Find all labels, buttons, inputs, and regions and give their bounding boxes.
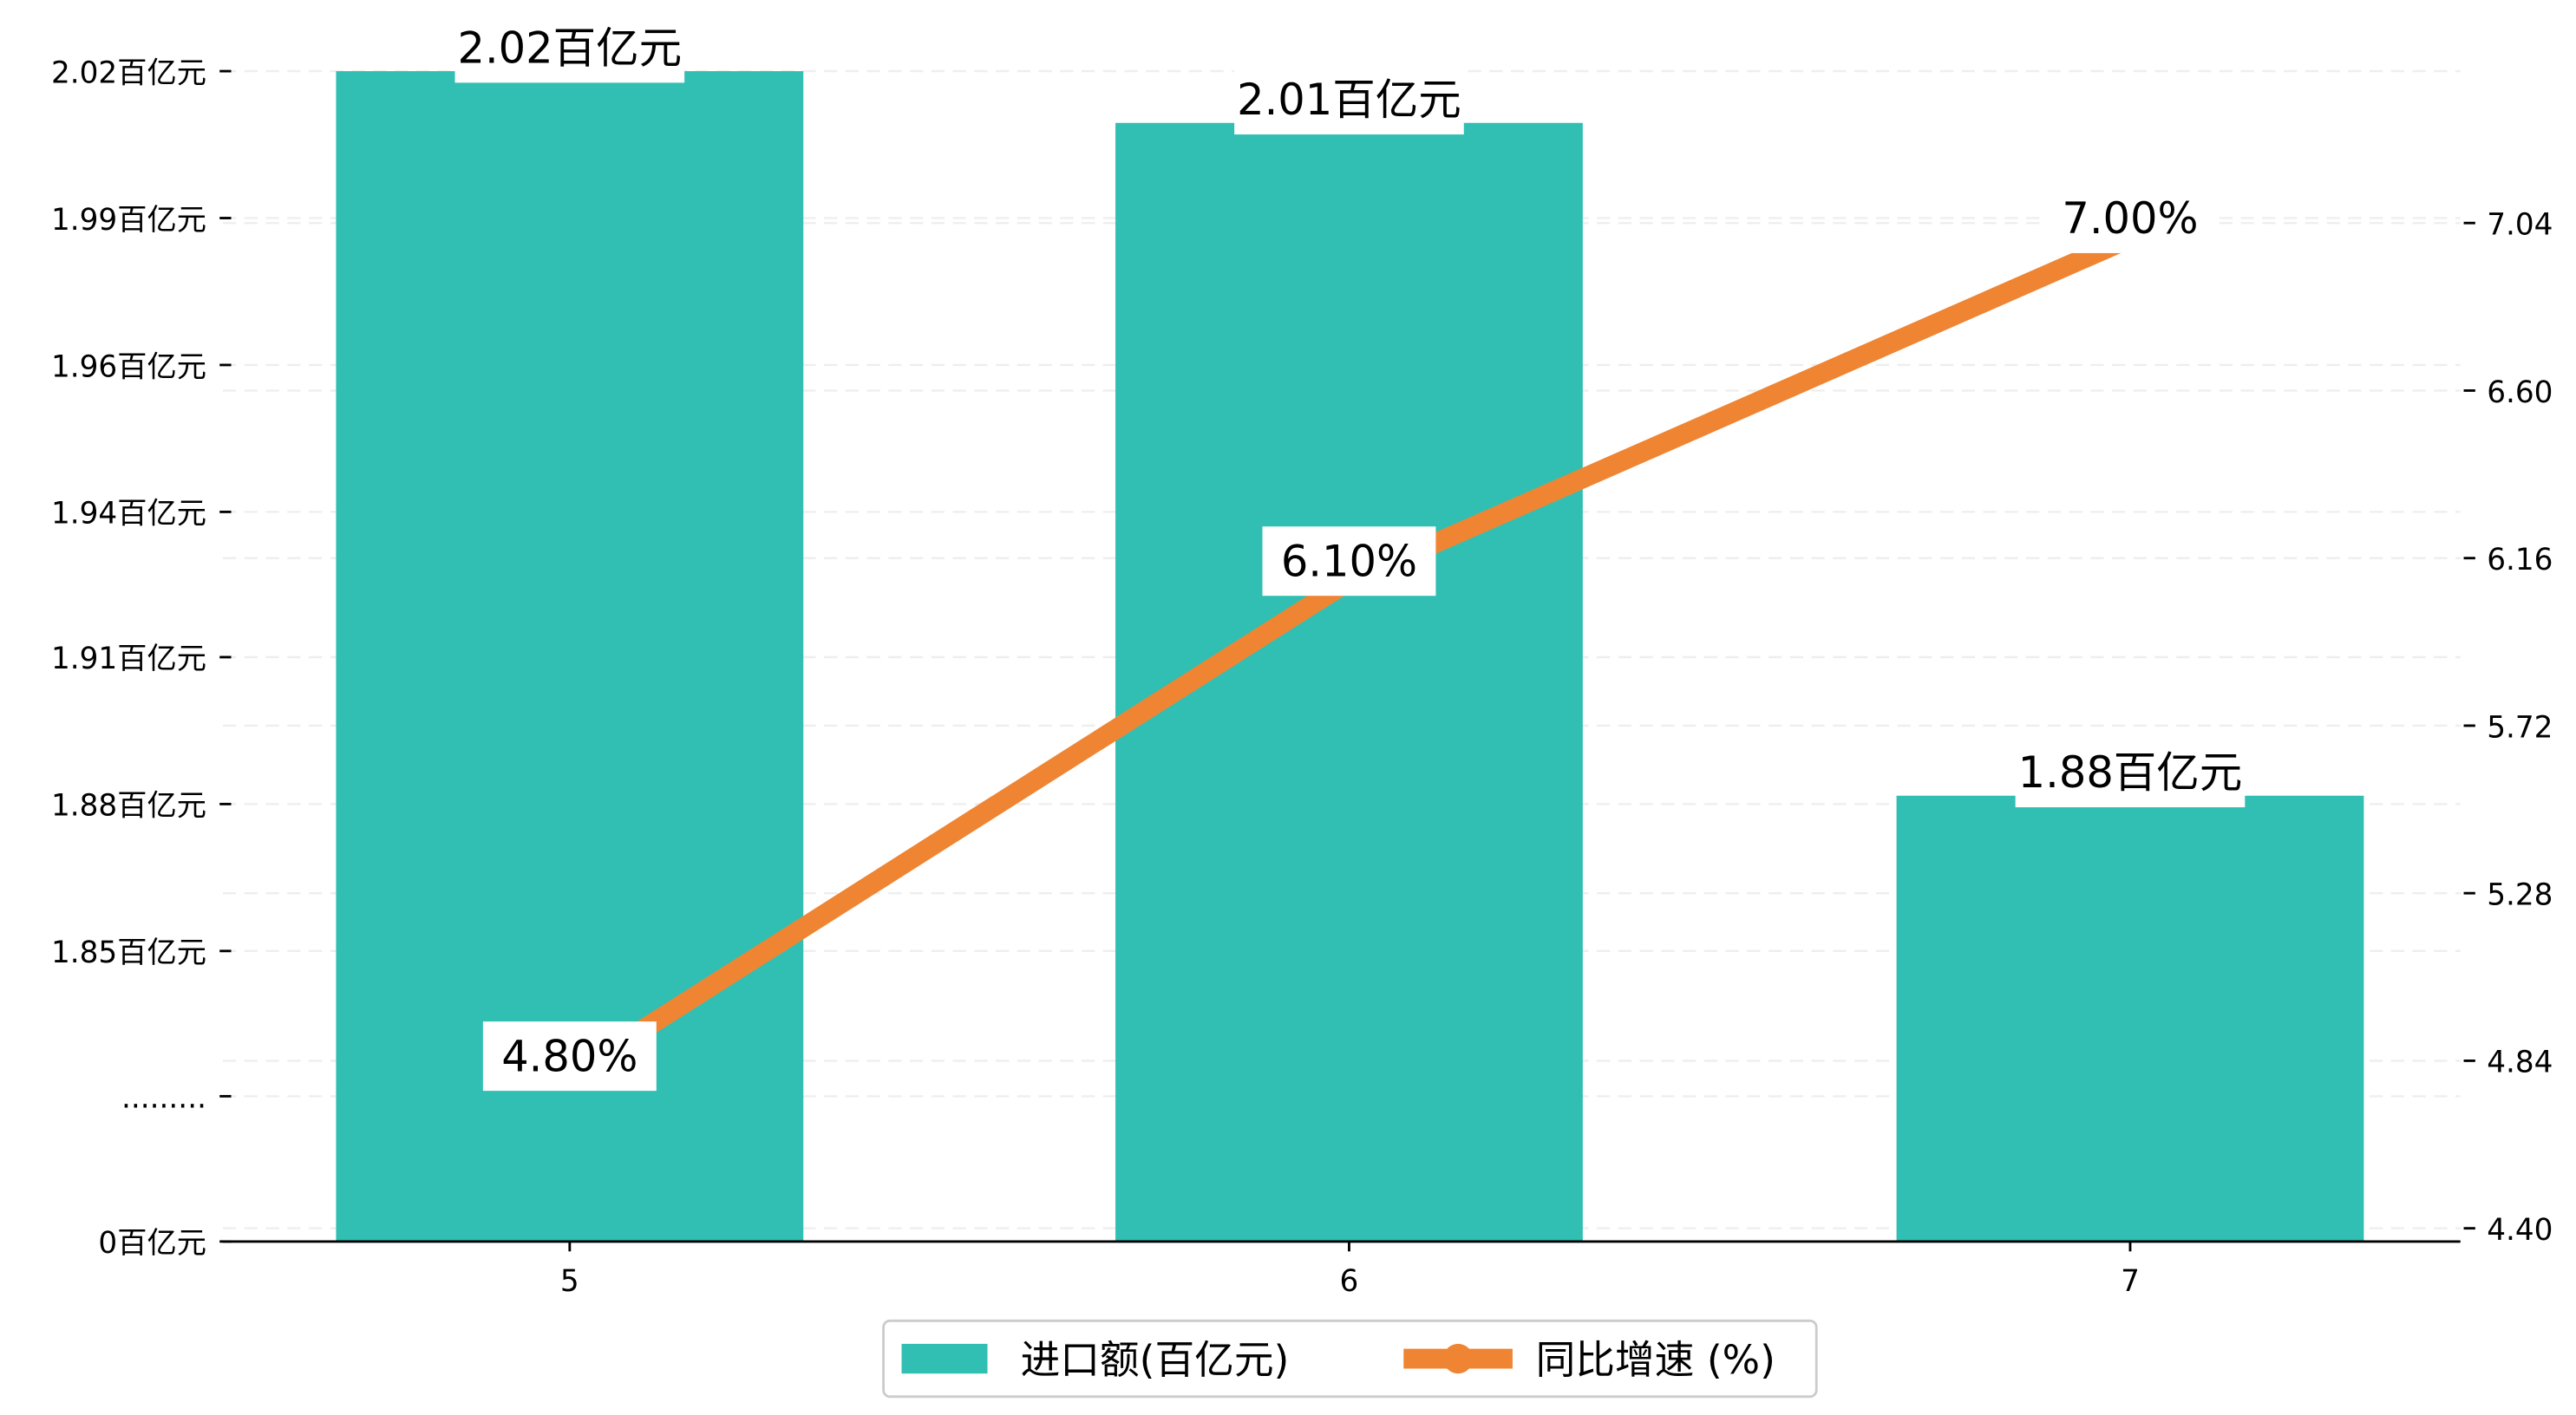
left-tick-label: 1.94百亿元 — [51, 497, 206, 531]
left-tick-label: 1.99百亿元 — [51, 203, 206, 238]
right-tick-label: 4.84 — [2487, 1046, 2553, 1080]
right-axis: 7.04 6.60 6.16 5.72 5.28 4.84 4.40 — [2463, 208, 2553, 1248]
bar-value-label: 1.88百亿元 — [2018, 747, 2243, 798]
left-tick-label: 1.96百亿元 — [51, 349, 206, 384]
right-tick-label: 5.72 — [2487, 710, 2553, 745]
legend-label-growth: 同比增速 (%) — [1536, 1337, 1775, 1383]
right-tick-label: 6.16 — [2487, 543, 2553, 577]
right-tick-label: 5.28 — [2487, 878, 2553, 913]
bar-value-label-bg — [454, 13, 685, 83]
line-value-label-bg — [1262, 526, 1436, 597]
bar-value-label-bg — [2015, 738, 2246, 808]
legend-label-import: 进口额(百亿元) — [1021, 1337, 1290, 1383]
legend-line-marker — [1442, 1343, 1474, 1374]
x-tick-label: 6 — [1340, 1264, 1359, 1299]
left-tick-label: 1.91百亿元 — [51, 642, 206, 676]
left-tick-label: 1.85百亿元 — [51, 936, 206, 970]
legend: 进口额(百亿元) 同比增速 (%) — [882, 1319, 1818, 1399]
left-axis: 2.02百亿元 1.99百亿元 1.96百亿元 1.94百亿元 1.91百亿元 1.88百… — [51, 55, 232, 1261]
right-tick-label: 6.60 — [2487, 375, 2553, 410]
line-value-label-bg — [2043, 183, 2217, 253]
bar-value-label-bg — [1234, 65, 1464, 135]
left-tick-label: ......... — [121, 1081, 206, 1116]
line-value-label: 7.00% — [2062, 193, 2198, 244]
legend-box — [882, 1319, 1818, 1399]
bar-7 — [1896, 795, 2364, 1242]
x-tick-label: 7 — [2121, 1264, 2140, 1299]
x-axis: 5 6 7 — [223, 1240, 2461, 1299]
line-value-label: 4.80% — [501, 1031, 637, 1081]
x-tick-label: 5 — [560, 1264, 579, 1299]
right-tick-label: 7.04 — [2487, 208, 2553, 243]
legend-bar-swatch — [901, 1343, 988, 1374]
bar-value-label: 2.02百亿元 — [457, 23, 682, 74]
data-labels: 2.02百亿元 2.01百亿元 1.88百亿元 4.80% 6.10% 7.00% — [454, 13, 2246, 1092]
left-tick-label: 2.02百亿元 — [51, 55, 206, 90]
line-value-label: 6.10% — [1281, 536, 1417, 586]
left-tick-label: 1.88百亿元 — [51, 789, 206, 824]
left-tick-label: 0百亿元 — [98, 1226, 206, 1261]
line-value-label-bg — [482, 1021, 657, 1092]
right-tick-label: 4.40 — [2487, 1213, 2553, 1248]
bar-value-label: 2.01百亿元 — [1237, 75, 1461, 125]
